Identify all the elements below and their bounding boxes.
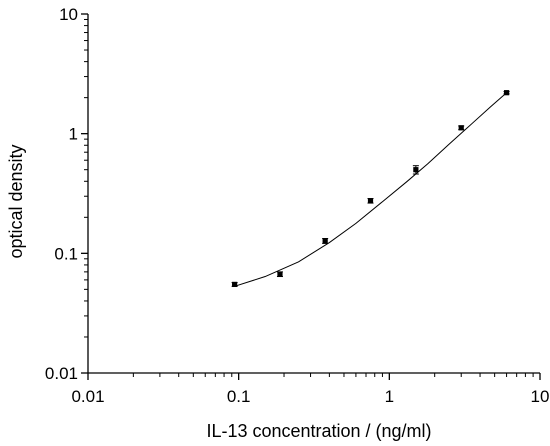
y-tick-label: 10 <box>59 5 78 24</box>
y-axis-title: optical density <box>6 144 26 258</box>
data-point <box>232 281 238 288</box>
x-tick-label: 1 <box>385 387 394 406</box>
y-tick-label: 0.01 <box>45 364 78 383</box>
x-tick-label: 0.1 <box>227 387 251 406</box>
data-point <box>503 90 510 96</box>
data-point <box>458 125 464 131</box>
axes <box>87 14 540 374</box>
x-axis-title: IL-13 concentration / (ng/ml) <box>206 421 431 441</box>
x-tick-label: 0.01 <box>71 387 104 406</box>
x-ticks: 0.01 0.1 1 10 <box>71 373 549 406</box>
y-tick-label: 0.1 <box>54 244 78 263</box>
data-point <box>322 238 328 244</box>
data-points <box>231 90 510 288</box>
y-ticks: 0.01 0.1 1 10 <box>45 5 88 383</box>
data-point <box>413 167 419 173</box>
data-point <box>367 198 374 204</box>
x-tick-label: 10 <box>531 387 550 406</box>
y-tick-label: 1 <box>69 125 78 144</box>
data-point <box>277 271 283 277</box>
fit-curve <box>234 92 507 287</box>
